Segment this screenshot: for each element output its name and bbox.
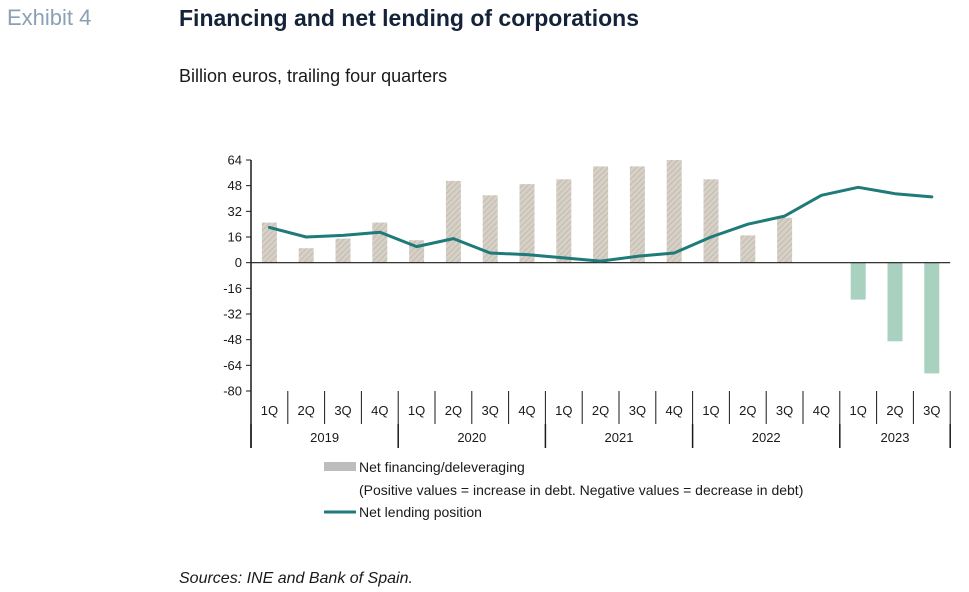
y-tick-label: -64 xyxy=(223,358,242,373)
bar-11 xyxy=(666,160,682,263)
y-tick-label: 16 xyxy=(228,230,242,245)
legend-bar-swatch xyxy=(324,462,356,471)
quarter-label: 2Q xyxy=(886,403,903,418)
quarter-label: 1Q xyxy=(408,403,425,418)
bar-3 xyxy=(372,222,388,263)
year-label: 2021 xyxy=(605,430,634,445)
legend-note: (Positive values = increase in debt. Neg… xyxy=(359,482,803,498)
bar-18 xyxy=(924,262,940,374)
bar-2 xyxy=(335,238,351,263)
bar-8 xyxy=(556,179,572,263)
legend-bar-label: Net financing/deleveraging xyxy=(359,459,525,475)
y-tick-label: -80 xyxy=(223,384,242,399)
quarter-label: 4Q xyxy=(666,403,683,418)
quarter-label: 1Q xyxy=(555,403,572,418)
y-tick-label: 0 xyxy=(235,255,242,270)
quarter-label: 3Q xyxy=(482,403,499,418)
chart-title: Financing and net lending of corporation… xyxy=(179,5,639,31)
bar-13 xyxy=(740,235,756,263)
bar-6 xyxy=(482,195,498,263)
quarter-label: 3Q xyxy=(923,403,940,418)
y-tick-label: -48 xyxy=(223,332,242,347)
bar-12 xyxy=(703,179,719,263)
bar-5 xyxy=(445,180,461,263)
quarter-label: 3Q xyxy=(629,403,646,418)
quarter-label: 3Q xyxy=(334,403,351,418)
chart-subtitle: Billion euros, trailing four quarters xyxy=(179,66,448,86)
quarter-label: 1Q xyxy=(702,403,719,418)
sources-note: Sources: INE and Bank of Spain. xyxy=(179,570,413,587)
quarter-label: 2Q xyxy=(739,403,756,418)
bar-1 xyxy=(298,248,314,263)
quarter-label: 4Q xyxy=(518,403,535,418)
y-tick-label: 48 xyxy=(228,178,242,193)
quarter-label: 4Q xyxy=(371,403,388,418)
quarter-label: 2Q xyxy=(298,403,315,418)
bar-10 xyxy=(629,166,645,263)
year-label: 2019 xyxy=(310,430,339,445)
quarter-label: 4Q xyxy=(813,403,830,418)
year-label: 2020 xyxy=(457,430,486,445)
bar-7 xyxy=(519,184,535,263)
bar-9 xyxy=(593,166,609,263)
quarter-label: 2Q xyxy=(445,403,462,418)
bar-14 xyxy=(777,217,793,263)
legend-line-label: Net lending position xyxy=(359,504,482,520)
y-tick-label: -32 xyxy=(223,307,242,322)
bar-16 xyxy=(850,262,866,300)
quarter-label: 1Q xyxy=(261,403,278,418)
quarter-label: 2Q xyxy=(592,403,609,418)
y-tick-label: -16 xyxy=(223,281,242,296)
bar-0 xyxy=(261,222,277,263)
year-label: 2022 xyxy=(752,430,781,445)
quarter-label: 3Q xyxy=(776,403,793,418)
year-label: 2023 xyxy=(881,430,910,445)
y-tick-label: 64 xyxy=(228,153,242,168)
y-tick-label: 32 xyxy=(228,204,242,219)
bar-17 xyxy=(887,262,903,342)
exhibit-label: Exhibit 4 xyxy=(7,5,92,30)
chart-canvas: 64 48 32 16 0 -16 -32 -48 -64 -80 1Q 2Q 3Q 4Q 1Q 2Q 3Q 4Q… xyxy=(223,153,951,520)
quarter-label: 1Q xyxy=(850,403,867,418)
